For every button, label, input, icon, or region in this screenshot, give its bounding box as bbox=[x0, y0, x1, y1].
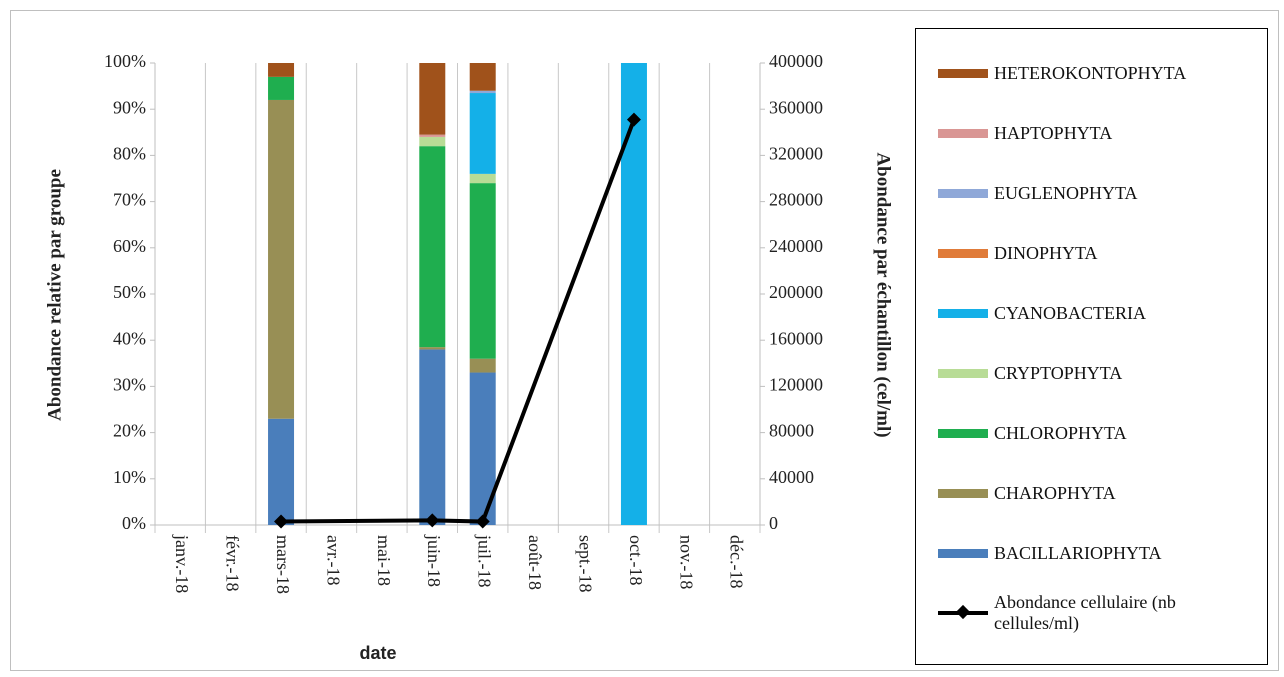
y2-tick-label: 240000 bbox=[769, 236, 823, 256]
line-marker bbox=[475, 514, 490, 529]
y-tick-label: 0% bbox=[122, 513, 146, 533]
y2-tick-label: 360000 bbox=[769, 97, 823, 117]
legend-entry: HETEROKONTOPHYTA bbox=[938, 43, 1267, 103]
x-tick-label: juin-18 bbox=[424, 534, 444, 587]
x-tick-label: févr.-18 bbox=[223, 535, 243, 591]
x-tick-label: août-18 bbox=[525, 535, 545, 590]
legend-label: EUGLENOPHYTA bbox=[994, 182, 1138, 203]
bar-segment bbox=[620, 63, 647, 525]
bar-segment bbox=[268, 99, 295, 419]
y-tick-label: 40% bbox=[113, 328, 146, 348]
legend-label: DINOPHYTA bbox=[994, 242, 1098, 263]
legend-swatch bbox=[938, 428, 988, 438]
y-axis-label: Abondance relative par groupe bbox=[44, 169, 65, 421]
x-tick-label: mai-18 bbox=[374, 535, 394, 586]
chart-frame bbox=[10, 10, 1279, 671]
y2-tick-label: 280000 bbox=[769, 190, 823, 210]
legend-swatch bbox=[938, 308, 988, 318]
legend-label: HAPTOPHYTA bbox=[994, 122, 1113, 143]
y2-tick-label: 40000 bbox=[769, 467, 814, 487]
line-marker bbox=[274, 514, 289, 529]
legend-label: BACILLARIOPHYTA bbox=[994, 542, 1162, 563]
legend-entry: HAPTOPHYTA bbox=[938, 103, 1267, 163]
bar-segment bbox=[469, 90, 496, 94]
y-tick-label: 100% bbox=[104, 51, 146, 71]
y2-tick-label: 80000 bbox=[769, 421, 814, 441]
x-tick-label: oct.-18 bbox=[626, 535, 646, 585]
legend-entry: DINOPHYTA bbox=[938, 223, 1267, 283]
legend-label: CHAROPHYTA bbox=[994, 482, 1116, 503]
legend-label: Abondance cellulaire (nb cellules/ml) bbox=[994, 592, 1176, 633]
y2-tick-label: 120000 bbox=[769, 375, 823, 395]
legend-swatch bbox=[938, 188, 988, 198]
bar-segment bbox=[469, 358, 496, 373]
bar-segment bbox=[419, 134, 446, 137]
legend-swatch bbox=[938, 248, 988, 258]
y-tick-label: 30% bbox=[113, 375, 146, 395]
bar-segment bbox=[268, 418, 295, 525]
legend-entry: CYANOBACTERIA bbox=[938, 283, 1267, 343]
y2-tick-label: 0 bbox=[769, 513, 778, 533]
y2-tick-label: 160000 bbox=[769, 328, 823, 348]
bar-segment bbox=[469, 173, 496, 184]
bar-segment bbox=[268, 63, 295, 77]
x-tick-label: nov.-18 bbox=[676, 535, 696, 589]
bar-segment bbox=[419, 63, 446, 135]
legend-entry: BACILLARIOPHYTA bbox=[938, 523, 1267, 583]
bar-segment bbox=[419, 136, 446, 147]
y-tick-label: 60% bbox=[113, 236, 146, 256]
y2-tick-label: 320000 bbox=[769, 144, 823, 164]
x-tick-label: juil.-18 bbox=[475, 534, 495, 588]
legend-swatch bbox=[938, 548, 988, 558]
y2-axis-label: Abondance par échantillon (cel/ml) bbox=[873, 152, 894, 437]
legend-swatch bbox=[938, 604, 988, 620]
legend-entry: Abondance cellulaire (nb cellules/ml) bbox=[938, 583, 1267, 643]
x-tick-label: janv.-18 bbox=[172, 534, 192, 593]
line-marker bbox=[626, 112, 641, 127]
chart: Abondance relative par groupe Abondance … bbox=[44, 51, 894, 663]
y-tick-label: 90% bbox=[113, 97, 146, 117]
y-tick-label: 50% bbox=[113, 282, 146, 302]
legend-entry: CRYPTOPHYTA bbox=[938, 343, 1267, 403]
legend-marker bbox=[955, 604, 971, 620]
bar-segment bbox=[469, 93, 496, 174]
y2-tick-label: 400000 bbox=[769, 51, 823, 71]
legend-swatch bbox=[938, 68, 988, 78]
x-tick-label: avr.-18 bbox=[323, 535, 343, 585]
line bbox=[281, 118, 636, 524]
y-tick-label: 70% bbox=[113, 190, 146, 210]
x-axis-label: date bbox=[359, 643, 396, 663]
legend: HETEROKONTOPHYTA HAPTOPHYTA EUGLENOPHYTA DI… bbox=[915, 28, 1268, 665]
legend-label: CHLOROPHYTA bbox=[994, 422, 1127, 443]
bar-segment bbox=[419, 347, 446, 350]
legend-swatch bbox=[938, 128, 988, 138]
bar-segment bbox=[419, 349, 446, 525]
legend-swatch bbox=[938, 368, 988, 378]
x-tick-label: déc.-18 bbox=[727, 535, 747, 588]
y-tick-label: 80% bbox=[113, 144, 146, 164]
legend-label: HETEROKONTOPHYTA bbox=[994, 62, 1187, 83]
legend-entry: CHAROPHYTA bbox=[938, 463, 1267, 523]
y-tick-label: 20% bbox=[113, 421, 146, 441]
bar-segment bbox=[419, 146, 446, 348]
legend-entry: CHLOROPHYTA bbox=[938, 403, 1267, 463]
bar-segment bbox=[268, 76, 295, 100]
legend-label: CRYPTOPHYTA bbox=[994, 362, 1123, 383]
bar-segment bbox=[469, 183, 496, 359]
x-tick-label: sept.-18 bbox=[575, 535, 595, 593]
legend-entry: EUGLENOPHYTA bbox=[938, 163, 1267, 223]
legend-swatch bbox=[938, 488, 988, 498]
x-tick-label: mars-18 bbox=[273, 535, 293, 594]
bar-segment bbox=[469, 63, 496, 91]
legend-label: CYANOBACTERIA bbox=[994, 302, 1147, 323]
y2-tick-label: 200000 bbox=[769, 282, 823, 302]
y-tick-label: 10% bbox=[113, 467, 146, 487]
line-marker bbox=[425, 513, 440, 528]
